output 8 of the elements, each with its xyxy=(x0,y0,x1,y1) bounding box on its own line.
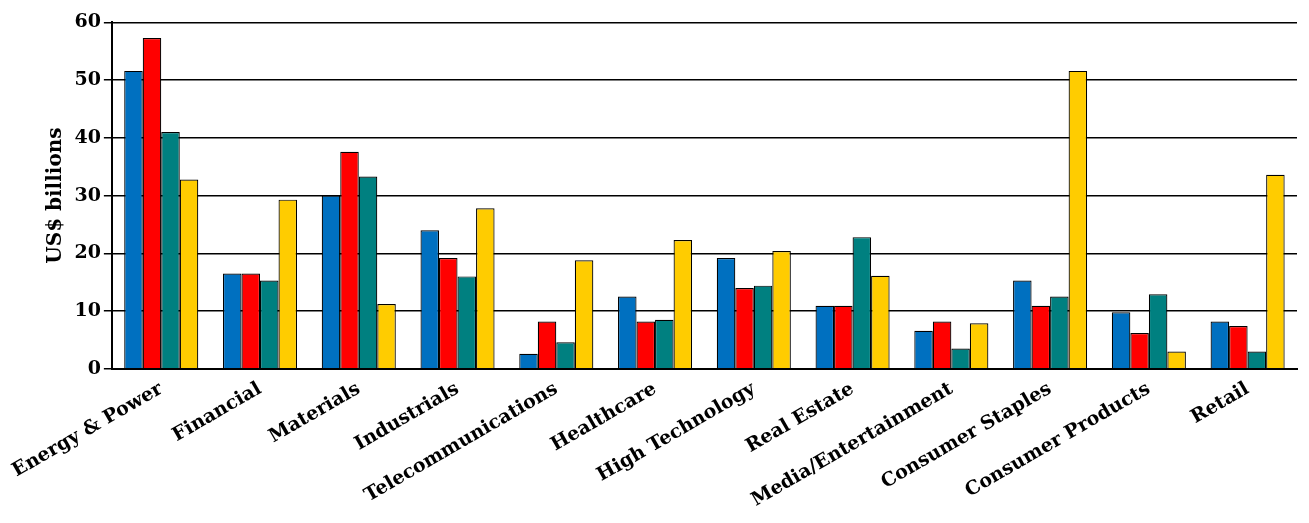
y-tick-label: 40 xyxy=(74,124,101,147)
y-tick-label: 30 xyxy=(74,182,101,205)
y-tick-label: 60 xyxy=(74,9,101,32)
y-tick-label: 10 xyxy=(74,297,101,320)
y-axis-title: US$ billions xyxy=(41,127,66,264)
y-tick-label: 50 xyxy=(74,67,101,90)
y-tick-label: 0 xyxy=(87,355,101,378)
y-tick-label: 20 xyxy=(74,240,101,263)
